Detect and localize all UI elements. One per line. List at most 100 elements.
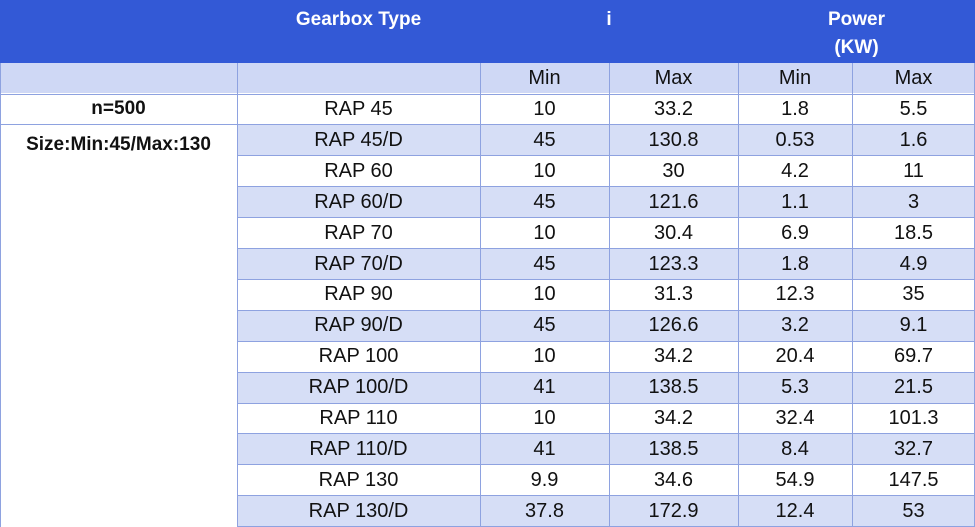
cell-i-max: 34.2 [654,407,693,429]
grid-vline [738,63,739,527]
grid-hline [237,309,975,311]
cell-p-min: 8.4 [781,437,809,460]
sub-i-min: Min [528,67,561,89]
cell-type: RAP 110 [319,407,398,429]
header-power-unit: (KW) [834,37,879,58]
cell-type: RAP 100 [318,345,399,368]
grid-hline [237,464,975,466]
cell-i-max: 126.6 [648,314,699,337]
sub-power-max: Max [894,67,933,89]
grid-hline [237,495,975,497]
cell-p-max: 21.5 [894,376,933,399]
cell-p-min: 32.4 [775,407,815,429]
cell-p-max: 32.7 [894,437,933,460]
grid-hline [237,371,975,373]
grid-hline [237,402,975,404]
table-subheader: Min Max Min Max [0,63,975,93]
size-label: Size:Min:45/Max:130 [26,134,211,155]
cell-p-min: 4.2 [781,159,809,182]
table-header: Gearbox Type i Power (KW) [0,0,975,63]
sub-i-max: Max [654,67,693,89]
left-label-column: n=500 Size:Min:45/Max:130 [0,94,237,527]
cell-i-max: 34.6 [654,468,693,491]
cell-type: RAP 130/D [308,499,409,522]
grid-hline [237,278,975,280]
grid-hline [0,93,975,95]
cell-type: RAP 90/D [314,314,403,337]
cell-p-max: 1.6 [899,128,928,151]
sub-col-0 [0,63,237,93]
cell-p-max: 11 [903,159,924,182]
cell-i-min: 45 [533,252,556,275]
grid-hline [237,248,975,249]
cell-i-max: 31.3 [654,283,693,306]
cell-p-max: 101.3 [888,407,939,429]
grid-hline [237,217,975,219]
cell-i-min: 10 [533,407,556,429]
header-i: i [606,9,612,30]
cell-i-min: 10 [533,345,556,368]
cell-i-min: 10 [533,98,556,120]
cell-i-min: 45 [533,314,556,337]
cell-type: RAP 90 [324,283,393,306]
cell-type: RAP 45 [324,98,393,120]
cell-i-min: 41 [533,376,556,399]
grid-vline [0,63,1,527]
grid-hline [237,340,975,342]
cell-type: RAP 110/D [309,437,408,460]
cell-i-max: 30 [662,159,685,182]
cell-p-max: 69.7 [894,345,933,368]
cell-i-max: 123.3 [648,252,699,275]
cell-i-max: 138.5 [648,376,699,399]
cell-i-min: 37.8 [525,499,564,522]
cell-p-min: 20.4 [775,345,815,368]
sub-power-min: Min [778,67,812,89]
cell-i-max: 121.6 [648,190,699,213]
cell-p-max: 9.1 [899,314,928,337]
grid-vline [480,63,481,527]
cell-p-min: 12.4 [775,499,815,522]
grid-vline [609,63,610,527]
cell-type: RAP 45/D [314,128,403,151]
cell-p-min: 1.8 [781,98,809,120]
grid-hline [237,155,975,157]
cell-p-max: 4.9 [899,252,928,275]
grid-hline [0,124,975,126]
cell-i-min: 45 [533,128,556,151]
grid-hline [237,186,975,188]
grid-hline [237,433,975,435]
header-power: Power [827,9,886,30]
header-gearbox-type: Gearbox Type [295,9,422,30]
grid-vline [237,63,238,527]
cell-i-max: 33.2 [654,98,693,120]
cell-type: RAP 60/D [314,190,403,213]
cell-p-min: 5.3 [781,376,809,399]
grid-vline [852,63,853,527]
cell-p-min: 6.9 [781,221,809,244]
cell-p-max: 18.5 [894,221,933,244]
cell-i-max: 30.4 [654,221,693,244]
cell-p-min: 1.1 [781,190,809,213]
cell-p-min: 54.9 [775,468,815,491]
cell-i-max: 138.5 [648,437,699,460]
cell-p-min: 12.3 [775,283,815,306]
cell-i-max: 172.9 [648,499,699,522]
cell-p-max: 5.5 [899,98,928,120]
cell-i-min: 10 [533,221,556,244]
cell-p-max: 53 [902,499,925,522]
cell-p-min: 3.2 [781,314,809,337]
sub-col-1 [237,63,480,93]
cell-p-max: 147.5 [888,468,939,491]
cell-p-max: 3 [907,190,920,213]
cell-type: RAP 130 [318,468,399,491]
cell-type: RAP 60 [324,159,393,182]
cell-i-max: 130.8 [648,128,699,151]
speed-label: n=500 [91,98,146,119]
cell-i-min: 10 [533,283,556,306]
cell-type: RAP 70 [324,221,393,244]
cell-i-min: 9.9 [530,468,559,491]
cell-p-min: 0.53 [775,128,815,151]
cell-p-max: 35 [902,283,925,306]
cell-type: RAP 100/D [308,376,409,399]
